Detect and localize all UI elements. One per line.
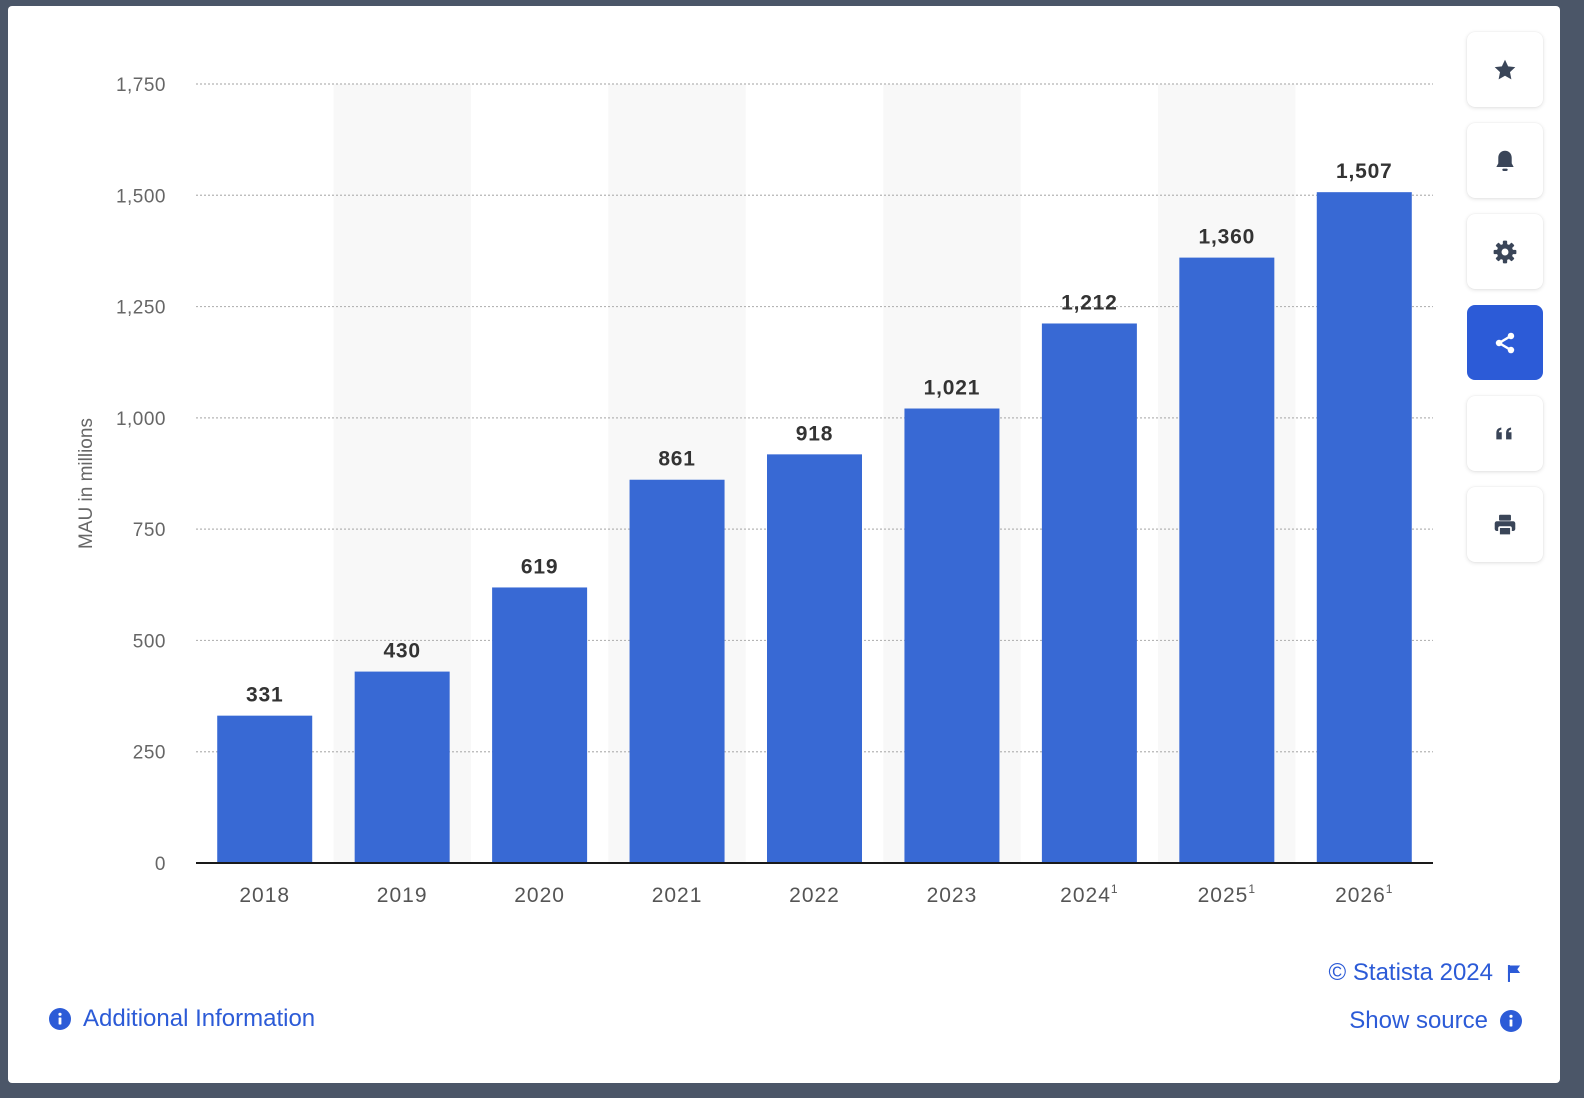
additional-information-text: Additional Information — [83, 1005, 316, 1032]
x-tick-label: 2019 — [377, 884, 428, 907]
bar-chart: 0 250 500 750 1,000 1,250 1,500 1,750 MAU in mi… — [76, 75, 1433, 907]
flag-icon — [1507, 964, 1521, 982]
bar[interactable] — [354, 671, 450, 863]
bar[interactable] — [1179, 257, 1275, 863]
bar[interactable] — [1041, 323, 1137, 864]
quote-icon — [1496, 427, 1512, 439]
bar[interactable] — [492, 587, 588, 863]
data-label: 861 — [658, 448, 695, 471]
x-axis-ticks: 2018 2019 2020 2021 2022 2023 20241 20251 20261 — [239, 882, 1393, 907]
copyright-link[interactable]: © Statista 2024 — [1329, 959, 1522, 987]
bar[interactable] — [904, 408, 1000, 863]
data-label: 1,507 — [1336, 160, 1393, 183]
x-tick-label: 2022 — [789, 884, 840, 907]
printer-icon — [1494, 514, 1516, 536]
footnote-marker: 1 — [1248, 882, 1256, 896]
gear-icon — [1493, 240, 1517, 263]
data-label: 918 — [796, 422, 833, 445]
y-tick-label: 1,250 — [116, 298, 166, 319]
bar[interactable] — [629, 479, 725, 863]
footnote-marker: 1 — [1111, 882, 1119, 896]
y-axis-ticks: 0 250 500 750 1,000 1,250 1,500 1,750 — [116, 75, 166, 875]
footnote-marker: 1 — [1386, 882, 1394, 896]
cite-button[interactable] — [1467, 396, 1543, 471]
y-tick-label: 250 — [133, 743, 166, 764]
x-tick-label: 20251 — [1198, 882, 1256, 907]
data-label: 619 — [521, 555, 558, 578]
data-label: 1,360 — [1199, 226, 1256, 249]
print-button[interactable] — [1467, 487, 1543, 562]
bar[interactable] — [767, 454, 862, 863]
chart-card: 0 250 500 750 1,000 1,250 1,500 1,750 MAU in mi… — [8, 6, 1560, 1083]
data-label: 331 — [246, 684, 283, 707]
star-icon — [1494, 59, 1516, 79]
additional-information-link[interactable]: Additional Information — [49, 1005, 315, 1033]
x-tick-label: 20261 — [1335, 882, 1393, 907]
favorite-button[interactable] — [1467, 32, 1543, 107]
y-tick-label: 0 — [155, 854, 166, 875]
info-icon — [49, 1008, 71, 1030]
bar[interactable] — [217, 715, 313, 863]
data-label: 430 — [383, 640, 420, 663]
x-tick-label: 2020 — [514, 884, 565, 907]
share-icon — [1495, 332, 1515, 353]
bars — [217, 192, 1412, 864]
show-source-link[interactable]: Show source — [1349, 1007, 1522, 1035]
y-tick-label: 1,500 — [116, 186, 166, 207]
data-labels: 331 430 619 861 918 1,021 1,212 1,360 1,507 — [246, 160, 1393, 707]
x-tick-label: 2023 — [927, 884, 978, 907]
data-label: 1,021 — [924, 377, 981, 400]
x-tick-label: 20241 — [1060, 882, 1118, 907]
y-tick-label: 1,000 — [116, 409, 166, 430]
bell-icon — [1496, 150, 1514, 171]
x-tick-label: 2021 — [652, 884, 703, 907]
bar[interactable] — [1316, 192, 1412, 864]
y-tick-label: 1,750 — [116, 75, 166, 96]
copyright-text: © Statista 2024 — [1328, 959, 1493, 986]
y-tick-label: 500 — [133, 631, 166, 652]
settings-button[interactable] — [1467, 214, 1543, 289]
y-axis-label: MAU in millions — [76, 418, 97, 549]
x-tick-label: 2018 — [239, 884, 290, 907]
show-source-text: Show source — [1349, 1007, 1488, 1034]
y-tick-label: 750 — [133, 520, 166, 541]
chart-toolbar — [1467, 32, 1543, 578]
notification-button[interactable] — [1467, 123, 1543, 198]
share-button[interactable] — [1467, 305, 1543, 380]
data-label: 1,212 — [1061, 291, 1118, 314]
info-icon — [1500, 1010, 1522, 1032]
